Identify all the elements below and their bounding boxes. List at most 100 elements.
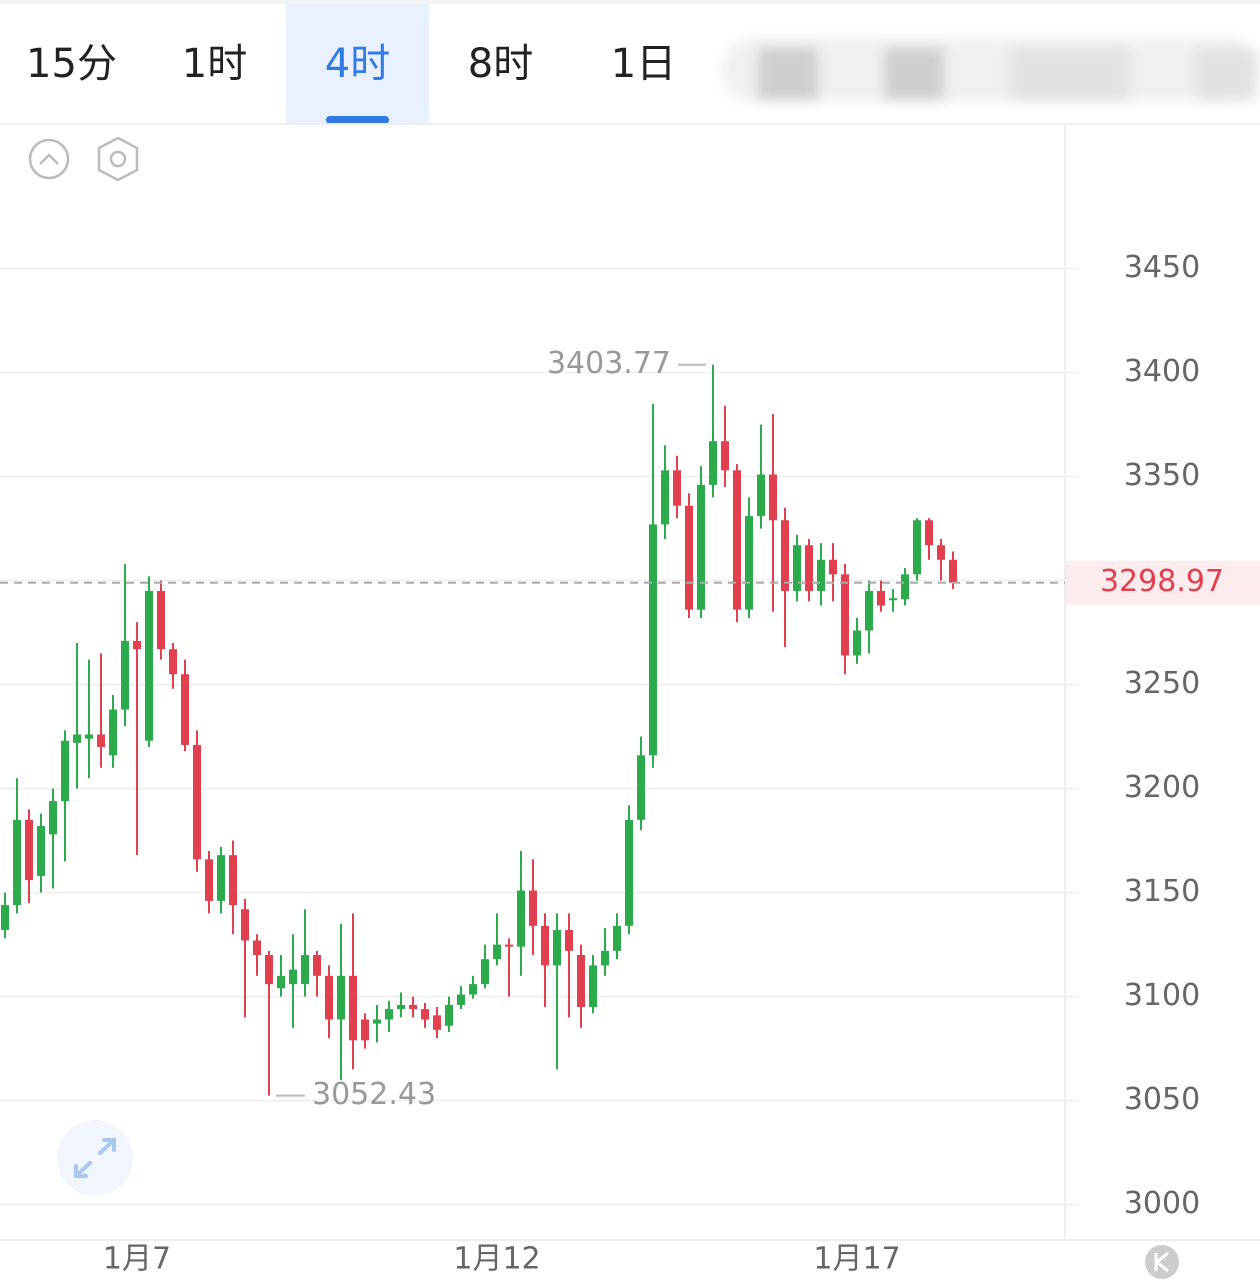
candle-body (745, 516, 753, 610)
candle-body (337, 975, 345, 1020)
candle-body (409, 1004, 417, 1010)
x-tick-label: 1月7 (103, 1242, 171, 1277)
candle-body (265, 955, 273, 985)
blurred-tabs (722, 38, 1260, 102)
candle-body (889, 598, 897, 601)
y-tick-label: 3450 (1124, 250, 1200, 285)
timeframe-tab[interactable]: 1时 (182, 41, 247, 87)
candle-body (769, 474, 777, 521)
candle-body (433, 1015, 441, 1030)
candle-body (421, 1009, 429, 1020)
candle-body (637, 755, 645, 820)
y-tick-label: 3250 (1124, 666, 1200, 701)
candle-body (289, 969, 297, 985)
x-tick-label: 1月12 (453, 1242, 540, 1277)
expand-arrows (74, 1138, 116, 1178)
candle-body (757, 474, 765, 517)
timeframe-tab[interactable]: 8时 (468, 41, 533, 87)
expand-button[interactable] (57, 1120, 133, 1196)
y-tick-label: 3050 (1124, 1082, 1200, 1117)
candle-body (877, 590, 885, 606)
top-strip (0, 0, 1260, 4)
kline-button[interactable] (1145, 1245, 1179, 1279)
candle-body (445, 1004, 453, 1026)
candle-body (625, 819, 633, 926)
candle-body (505, 944, 513, 947)
candle-body (601, 950, 609, 966)
candle-body (853, 630, 861, 656)
settings-dot (109, 150, 127, 168)
candle-body (661, 470, 669, 525)
settings-hexagon (97, 136, 139, 182)
candle-body (193, 744, 201, 860)
candle-body (277, 975, 285, 989)
candle-body (205, 859, 213, 901)
candle-body (397, 1004, 405, 1010)
y-tick-label: 3200 (1124, 770, 1200, 805)
candle-body (241, 909, 249, 941)
candle-body (901, 574, 909, 600)
candle-body (925, 520, 933, 546)
candle-body (97, 734, 105, 747)
y-tick-label: 3100 (1124, 978, 1200, 1013)
settings-button[interactable] (97, 136, 139, 182)
x-tick-label: 1月17 (813, 1242, 900, 1277)
timeframe-tab[interactable]: 4时 (325, 41, 390, 87)
candle-body (349, 975, 357, 1041)
candle-body (181, 674, 189, 745)
candle-body (793, 545, 801, 591)
timeframe-tab[interactable]: 1日 (611, 41, 676, 87)
candle-body (517, 890, 525, 947)
candle-body (361, 1019, 369, 1041)
candle-body (121, 640, 129, 710)
collapse-circle (28, 138, 70, 180)
kline-circle (1145, 1245, 1179, 1279)
candle-body (85, 734, 93, 739)
low-label: 3052.43 (312, 1077, 436, 1112)
candle-body (217, 855, 225, 901)
expand-circle (57, 1120, 133, 1196)
candle-body (13, 819, 21, 906)
candle-body (697, 484, 705, 610)
active-tab-bg (286, 4, 429, 124)
candle-body (949, 559, 957, 583)
candle-body (301, 955, 309, 985)
candle-body (829, 559, 837, 575)
candle-body (613, 925, 621, 951)
candle-body (649, 524, 657, 756)
candle-body (61, 740, 69, 802)
candle-body (781, 520, 789, 591)
candle-body (493, 944, 501, 960)
last-price-bg (1066, 560, 1260, 605)
blur-block (1196, 48, 1256, 100)
candle-body (841, 574, 849, 656)
candle-body (169, 649, 177, 675)
blur-block (1010, 48, 1130, 100)
collapse-chevron (39, 153, 59, 165)
candle-body (553, 930, 561, 966)
blur-block (884, 48, 944, 100)
candle-body (1, 905, 9, 931)
candle-body (313, 955, 321, 976)
timeframe-tab[interactable]: 15分 (26, 41, 117, 87)
plot: 3000305031003150320032503300335034003450… (0, 250, 1260, 1277)
candle-body (145, 590, 153, 741)
candle-body (937, 545, 945, 560)
candle-body (229, 855, 237, 906)
candle-body (865, 590, 873, 631)
candle-body (457, 994, 465, 1005)
candle-body (109, 709, 117, 756)
y-tick-label: 3150 (1124, 874, 1200, 909)
candle-body (373, 1019, 381, 1024)
candle-body (73, 734, 81, 743)
candle-body (589, 965, 597, 1008)
candle-body (529, 890, 537, 926)
candle-body (385, 1009, 393, 1020)
collapse-button[interactable] (28, 138, 70, 180)
candle-body (325, 975, 333, 1020)
candle-body (721, 441, 729, 471)
y-tick-label: 3400 (1124, 354, 1200, 389)
candle-body (37, 826, 45, 876)
